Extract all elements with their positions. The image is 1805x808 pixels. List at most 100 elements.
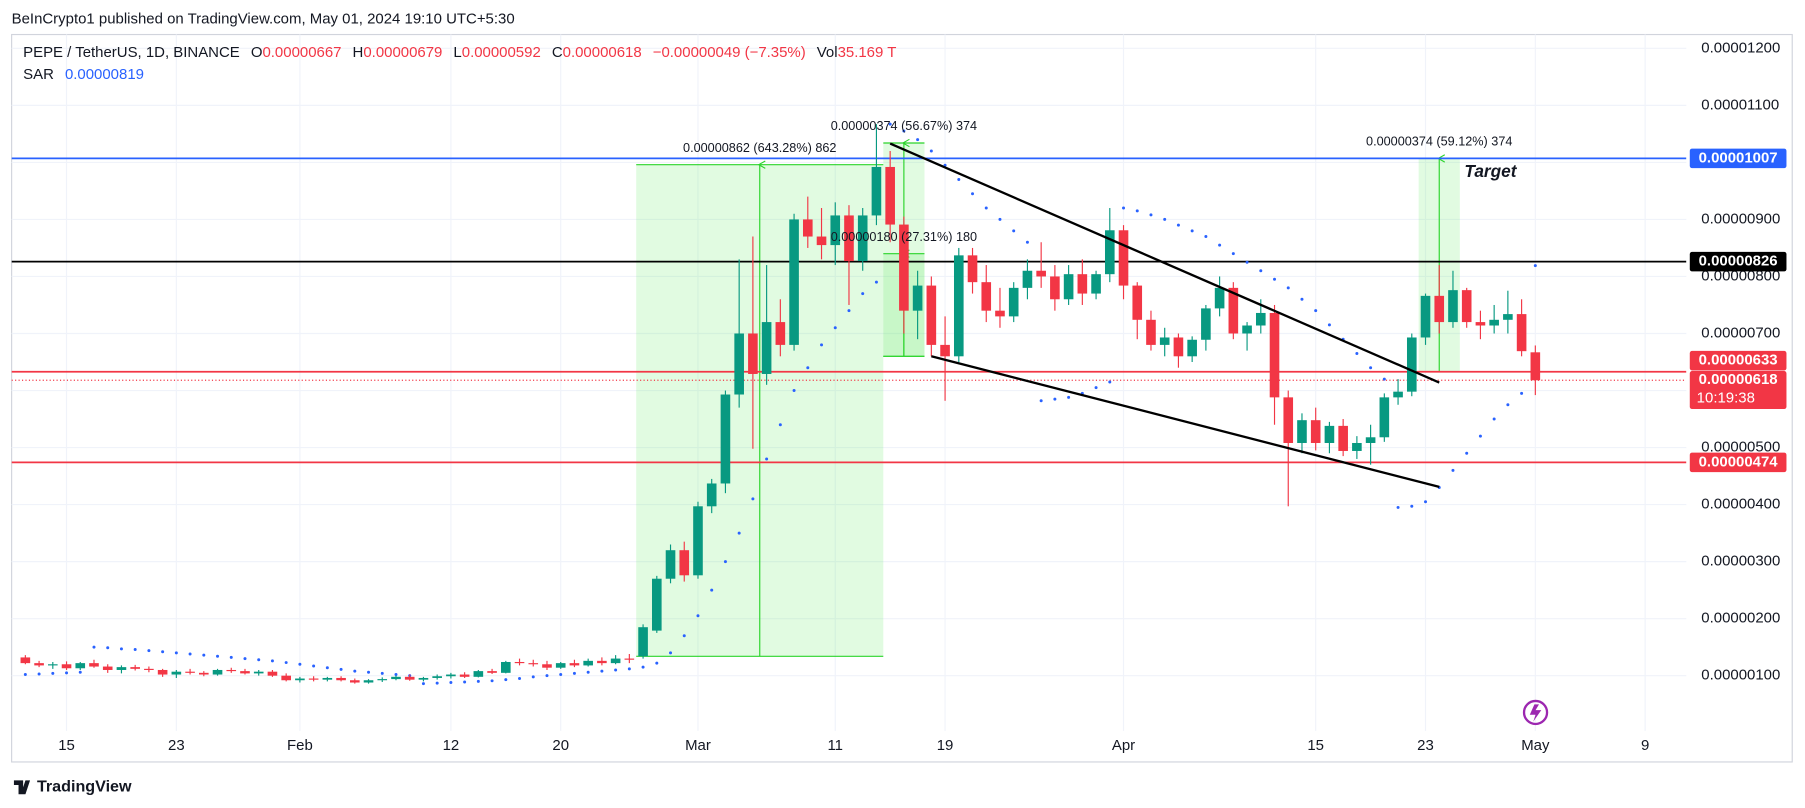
candle-body xyxy=(706,483,717,507)
candle-body xyxy=(885,166,895,225)
measure-label: 0.00000862 (643.28%) 862 xyxy=(683,141,836,155)
sar-dot xyxy=(1478,434,1482,438)
level-label: 0.00000633 xyxy=(1699,352,1778,369)
sar-dot xyxy=(1067,395,1071,399)
candle-body xyxy=(528,663,539,665)
sar-dot xyxy=(641,665,645,669)
candle-body xyxy=(830,215,841,246)
y-tick-label: 0.00000300 xyxy=(1701,553,1780,570)
candle-body xyxy=(130,667,140,669)
sar-dot xyxy=(1176,223,1180,227)
sar-dot xyxy=(147,649,151,653)
sar-dot xyxy=(737,531,741,535)
candle-body xyxy=(569,663,580,666)
sar-dot xyxy=(1094,386,1098,390)
footer: TradingView xyxy=(37,778,132,796)
sar-dot xyxy=(1382,377,1386,381)
x-tick-label: 9 xyxy=(1641,737,1649,754)
sar-dot xyxy=(1163,217,1167,221)
candle-body xyxy=(1173,337,1184,357)
candle-body xyxy=(322,677,333,680)
candle-body xyxy=(1406,337,1417,392)
measure-label: 0.00000374 (59.12%) 374 xyxy=(1366,135,1512,149)
candle-body xyxy=(1503,314,1513,320)
candle-body xyxy=(1297,420,1307,443)
candle-body xyxy=(1214,287,1225,309)
level-box xyxy=(1689,251,1787,272)
candle-body xyxy=(267,671,278,676)
candle-body xyxy=(1050,276,1060,300)
level-label: 0.00001007 xyxy=(1699,149,1778,166)
y-tick-label: 0.00000200 xyxy=(1701,610,1780,627)
sar-dot xyxy=(572,671,576,675)
sar-dot xyxy=(1369,366,1373,370)
sar-dot xyxy=(1465,451,1469,455)
sar-dot xyxy=(229,655,233,659)
sar-dot xyxy=(1135,209,1139,213)
sar-dot xyxy=(23,673,27,677)
sar-dot xyxy=(1520,391,1524,395)
last-price-box xyxy=(1689,371,1787,410)
candle-body xyxy=(102,666,113,670)
candle-body xyxy=(899,224,909,311)
legend-key: C xyxy=(552,44,563,61)
sar-dot xyxy=(627,667,631,671)
sar-dot xyxy=(106,646,110,650)
candle-body xyxy=(1365,437,1376,443)
candle-body xyxy=(1269,312,1280,398)
sar-dot xyxy=(861,292,865,296)
sar-dot xyxy=(78,670,82,674)
level-label: 0.00000826 xyxy=(1699,253,1778,270)
sar-dot xyxy=(476,679,480,683)
sar-dot xyxy=(1327,323,1331,327)
sar-dot xyxy=(518,677,522,681)
level-label: 0.00000474 xyxy=(1699,453,1779,470)
y-tick-label: 0.00000800 xyxy=(1701,267,1780,284)
sar-dot xyxy=(1286,286,1290,290)
y-tick-label: 0.00000900 xyxy=(1701,210,1780,227)
x-tick-label: 12 xyxy=(443,737,460,754)
header: BeInCrypto1 published on TradingView.com… xyxy=(12,11,515,28)
candle-body xyxy=(171,671,182,675)
x-tick-label: 23 xyxy=(168,737,185,754)
sar-dot xyxy=(820,343,824,347)
candle-body xyxy=(404,676,415,680)
sar-dot xyxy=(257,658,261,662)
candle-body xyxy=(651,578,662,631)
candle-body xyxy=(597,660,607,664)
sar-dot xyxy=(188,652,192,656)
candle-body xyxy=(75,663,86,669)
candle-body xyxy=(624,658,635,660)
sar-dot xyxy=(559,673,563,677)
candle-body xyxy=(816,236,827,246)
sar-dot xyxy=(1506,403,1510,407)
sar-dot xyxy=(1012,229,1016,233)
sar-dot xyxy=(325,666,329,670)
candle-body xyxy=(1118,230,1129,286)
sar-dot xyxy=(51,671,55,675)
y-tick-label: 0.00000700 xyxy=(1701,324,1780,341)
sar-dot xyxy=(202,653,206,657)
sar-dot xyxy=(1451,468,1455,472)
candle-body xyxy=(940,344,950,357)
sar-dot xyxy=(874,280,878,284)
sar-dot xyxy=(174,651,178,655)
candle-body xyxy=(473,671,484,677)
candle-body xyxy=(432,676,442,678)
sar-dot xyxy=(161,650,165,654)
sar-dot xyxy=(1396,505,1400,509)
sar-dot xyxy=(806,366,810,370)
candle-body xyxy=(418,677,429,680)
candle-body xyxy=(514,661,525,664)
sar-dot xyxy=(463,680,467,684)
legend-key: Vol xyxy=(817,44,838,61)
sar-dot xyxy=(243,657,247,661)
candle-body xyxy=(1242,325,1252,334)
x-tick-label: 19 xyxy=(937,737,954,754)
y-tick-label: 0.00000100 xyxy=(1701,667,1780,684)
candle-body xyxy=(34,663,44,666)
x-tick-label: 15 xyxy=(1307,737,1324,754)
candle-body xyxy=(720,394,731,484)
candle-body xyxy=(542,664,552,668)
